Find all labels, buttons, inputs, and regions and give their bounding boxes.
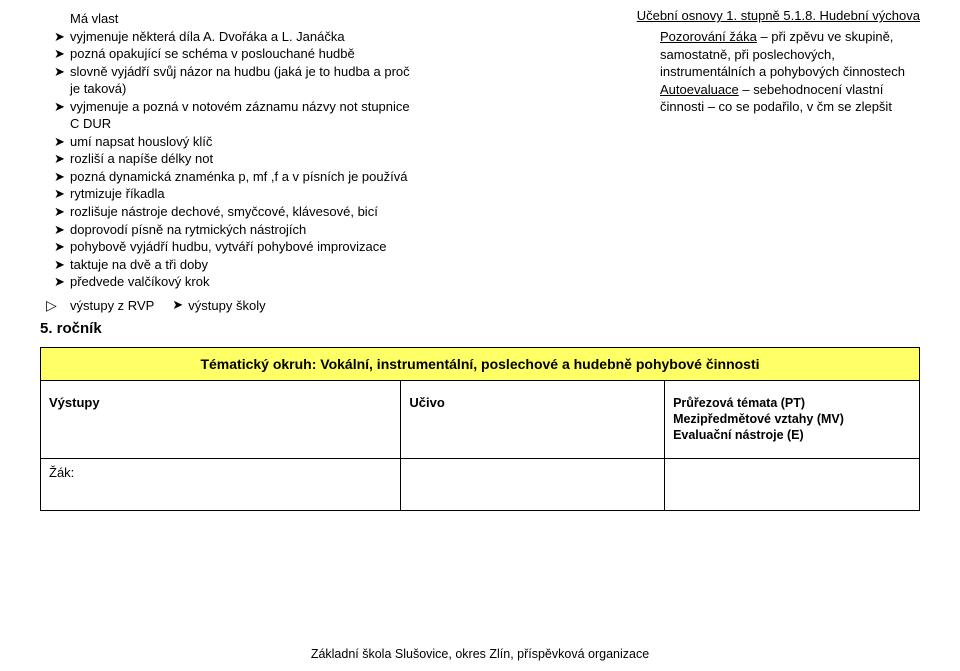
list-item: ➤ pozná dynamická znaménka p, mf ,f a v … [40,168,410,186]
crosscut-line1: Průřezová témata (PT) [673,395,911,411]
list-item: ➤ rozlišuje nástroje dechové, smyčcové, … [40,203,410,221]
list-item: ➤ rozliší a napíše délky not [40,150,410,168]
body-cell-curriculum [401,458,665,510]
list-item: ➤ vyjmenuje některá díla A. Dvořáka a L.… [40,28,410,46]
list-item: ➤ doprovodí písně na rytmických nástrojí… [40,221,410,239]
bullet-marker-icon: ➤ [40,133,70,151]
list-item-text: doprovodí písně na rytmických nástrojích [70,221,410,239]
crosscut-line3: Evaluační nástroje (E) [673,427,911,443]
right-note-column: Pozorování žáka – při zpěvu ve skupině, … [660,10,920,116]
bullet-marker-icon: ➤ [154,297,188,313]
triangle-outline-icon: ▷ [40,297,70,314]
list-item-text: slovně vyjádří svůj názor na hudbu (jaká… [70,63,410,98]
body-cell-outputs: Žák: [41,458,401,510]
bullet-marker-icon: ➤ [40,168,70,186]
table-body-row: Žák: [41,458,920,510]
body-cell-crosscut [665,458,920,510]
col-outputs-head: Výstupy [41,380,401,458]
list-item: ➤ slovně vyjádří svůj názor na hudbu (ja… [40,63,410,98]
list-item-text: rozliší a napíše délky not [70,150,410,168]
list-item: ➤ taktuje na dvě a tři doby [40,256,410,274]
list-item-text: vyjmenuje a pozná v notovém záznamu názv… [70,98,410,133]
list-item: ➤ umí napsat houslový klíč [40,133,410,151]
list-top-indent: Má vlast [40,10,410,28]
col-curriculum-head: Učivo [401,380,665,458]
grade-heading: 5. ročník [40,320,920,337]
list-item-text: taktuje na dvě a tři doby [70,256,410,274]
bullet-marker-icon: ➤ [40,221,70,239]
list-item-text: umí napsat houslový klíč [70,133,410,151]
bullet-marker-icon: ➤ [40,203,70,221]
list-item-text: vyjmenuje některá díla A. Dvořáka a L. J… [70,28,410,46]
table-title-row: Tématický okruh: Vokální, instrumentální… [41,347,920,380]
list-item: ➤ vyjmenuje a pozná v notovém záznamu ná… [40,98,410,133]
bullet-marker-icon: ➤ [40,238,70,256]
list-item: ➤ pozná opakující se schéma v poslouchan… [40,45,410,63]
list-item-text: pozná dynamická znaménka p, mf ,f a v pí… [70,168,410,186]
list-item-text: rytmizuje říkadla [70,185,410,203]
right-note-box: Pozorování žáka – při zpěvu ve skupině, … [660,28,920,116]
table-header-row: Výstupy Učivo Průřezová témata (PT) Mezi… [41,380,920,458]
crosscut-line2: Mezipředmětové vztahy (MV) [673,411,911,427]
left-list-column: Má vlast ➤ vyjmenuje některá díla A. Dvo… [40,10,420,291]
observation-label: Pozorování žáka [660,29,757,44]
bullet-marker-icon: ➤ [40,256,70,274]
list-item: ➤ pohybově vyjádří hudbu, vytváří pohybo… [40,238,410,256]
list-item-text: rozlišuje nástroje dechové, smyčcové, kl… [70,203,410,221]
col-crosscut-head: Průřezová témata (PT) Mezipředmětové vzt… [665,380,920,458]
list-item: ➤ předvede valčíkový krok [40,273,410,291]
autoeval-label: Autoevaluace [660,82,739,97]
page-footer: Základní škola Slušovice, okres Zlín, př… [0,647,960,661]
list-item-text: pohybově vyjádří hudbu, vytváří pohybové… [70,238,410,256]
list-item-text: pozná opakující se schéma v poslouchané … [70,45,410,63]
bullet-marker-icon: ➤ [40,273,70,291]
bullet-marker-icon: ➤ [40,185,70,203]
bullet-marker-icon: ➤ [40,28,70,46]
bullet-marker-icon: ➤ [40,98,70,133]
top-content-row: Má vlast ➤ vyjmenuje některá díla A. Dvo… [40,10,920,291]
curriculum-table: Tématický okruh: Vokální, instrumentální… [40,347,920,511]
bullet-marker-icon: ➤ [40,45,70,63]
page-header-right: Učební osnovy 1. stupně 5.1.8. Hudební v… [637,8,920,23]
bullet-marker-icon: ➤ [40,63,70,98]
table-title-cell: Tématický okruh: Vokální, instrumentální… [41,347,920,380]
school-output-label: výstupy školy [188,298,265,313]
list-item: ➤ rytmizuje říkadla [40,185,410,203]
rvp-legend-row: ▷ výstupy z RVP ➤ výstupy školy [40,297,920,314]
bullet-marker-icon: ➤ [40,150,70,168]
rvp-output-label: výstupy z RVP [70,298,154,313]
list-item-text: předvede valčíkový krok [70,273,410,291]
